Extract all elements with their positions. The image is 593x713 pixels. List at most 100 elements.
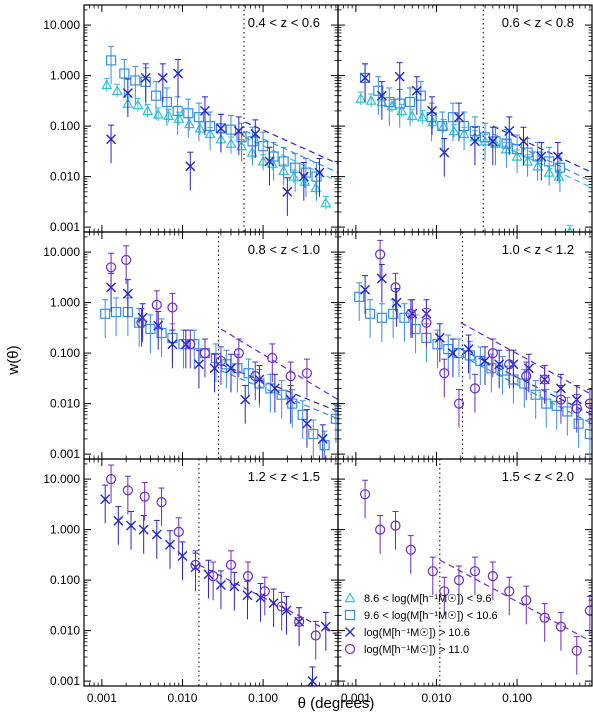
data-point-s4: [167, 302, 178, 313]
data-point-s4: [225, 559, 237, 570]
legend-label-s3: log(M[h⁻¹M☉]) > 10.6: [364, 627, 470, 639]
y-tick-label: 0.001: [50, 447, 80, 461]
data-point-s2: [376, 312, 387, 323]
data-point-s4: [439, 368, 450, 379]
data-point-s2: [278, 156, 289, 167]
data-point-s4: [208, 571, 219, 582]
data-point-s1: [320, 197, 332, 208]
data-point-s3: [504, 126, 515, 136]
data-point-s3: [269, 383, 280, 394]
data-point-s4: [105, 473, 117, 485]
data-point-s1: [299, 175, 311, 186]
data-point-s2: [384, 96, 395, 108]
data-point-s2: [453, 348, 465, 359]
data-point-s2: [573, 418, 584, 429]
panel-frame: [83, 4, 339, 233]
data-point-s4: [105, 262, 117, 273]
data-point-s3: [113, 515, 124, 526]
data-point-s1: [142, 105, 154, 116]
data-point-s4: [555, 621, 567, 632]
data-point-s4: [453, 575, 465, 586]
data-point-s4: [584, 605, 592, 616]
data-point-s3: [411, 85, 422, 96]
data-point-s3: [536, 151, 547, 162]
y-tick-label: 10.000: [43, 18, 80, 32]
data-point-s3: [126, 520, 137, 531]
data-point-s3: [314, 167, 325, 178]
fit-line-s2: [220, 370, 338, 420]
y-tick-label: 1.000: [50, 523, 80, 537]
data-point-s4: [469, 566, 481, 577]
data-point-s4: [584, 398, 592, 409]
data-point-s2: [178, 339, 189, 350]
data-point-s2: [300, 167, 312, 178]
data-point-s4: [571, 403, 582, 414]
data-point-s2: [497, 365, 508, 376]
data-point-s4: [215, 355, 227, 367]
data-point-s3: [199, 105, 210, 116]
data-point-s1: [194, 122, 206, 133]
data-point-s4: [469, 383, 481, 394]
data-point-s2: [172, 105, 183, 116]
data-point-s1: [266, 157, 278, 168]
data-point-s3: [447, 348, 458, 359]
data-point-s4: [504, 359, 515, 370]
data-point-s4: [405, 308, 416, 319]
panel-label: 0.8 < z < 1.0: [248, 242, 320, 257]
data-point-s2: [364, 308, 376, 319]
x-tick-label: 0.001: [87, 691, 117, 705]
data-point-s2: [150, 90, 162, 101]
data-point-s2: [501, 138, 512, 149]
data-point-s1: [132, 99, 144, 110]
data-point-s3: [360, 284, 371, 295]
data-point-s3: [255, 592, 266, 603]
y-axis-title: w(θ): [5, 345, 22, 375]
data-point-s3: [122, 288, 133, 299]
data-point-s2: [388, 308, 399, 319]
data-point-s2: [490, 136, 501, 147]
data-point-s2: [257, 141, 269, 152]
y-tick-label: 0.010: [50, 397, 80, 411]
data-point-s1: [437, 120, 449, 131]
fit-line-s2: [244, 130, 338, 174]
data-point-s3: [215, 580, 226, 590]
legend-marker-s4: [344, 643, 356, 655]
data-point-s2: [562, 406, 573, 417]
data-point-s4: [521, 371, 532, 382]
data-point-s2: [511, 144, 523, 155]
data-point-s2: [458, 121, 470, 132]
data-point-s4: [276, 601, 287, 612]
panel-6: 0.001 0.010 0.100 1.5 < z < 2.0: [337, 458, 593, 705]
data-point-s4: [294, 616, 305, 627]
data-point-s2: [130, 75, 141, 86]
data-point-s3: [494, 359, 505, 370]
data-point-s4: [233, 348, 244, 359]
data-point-s2: [554, 162, 566, 173]
data-point-s1: [288, 170, 300, 181]
data-point-s4: [199, 348, 211, 359]
data-point-s2: [105, 55, 117, 66]
y-tick-label: 1.000: [50, 69, 80, 83]
data-point-s1: [111, 85, 123, 96]
data-point-s3: [407, 308, 418, 319]
data-point-s3: [140, 72, 151, 83]
data-point-s3: [153, 320, 164, 331]
data-point-s3: [165, 539, 175, 550]
data-point-s3: [240, 394, 251, 405]
data-point-s1: [355, 92, 367, 103]
panel-label: 1.2 < z < 1.5: [248, 469, 320, 484]
panel-label: 1.5 < z < 2.0: [502, 469, 574, 484]
data-point-s2: [204, 121, 216, 132]
y-tick-label: 1.000: [50, 296, 80, 310]
data-point-s4: [375, 524, 386, 535]
data-point-s4: [439, 586, 450, 597]
data-point-s4: [156, 497, 167, 508]
data-point-s2: [447, 112, 459, 123]
data-point-s2: [100, 308, 111, 319]
data-point-s4: [539, 374, 550, 385]
x-tick-label: 0.010: [421, 691, 451, 705]
panel-3: 0.001 0.010 0.100 1.000 10.000 0.8 < z < 1.0: [43, 231, 339, 461]
y-tick-label: 0.010: [50, 624, 80, 638]
data-point-s2: [373, 85, 384, 96]
